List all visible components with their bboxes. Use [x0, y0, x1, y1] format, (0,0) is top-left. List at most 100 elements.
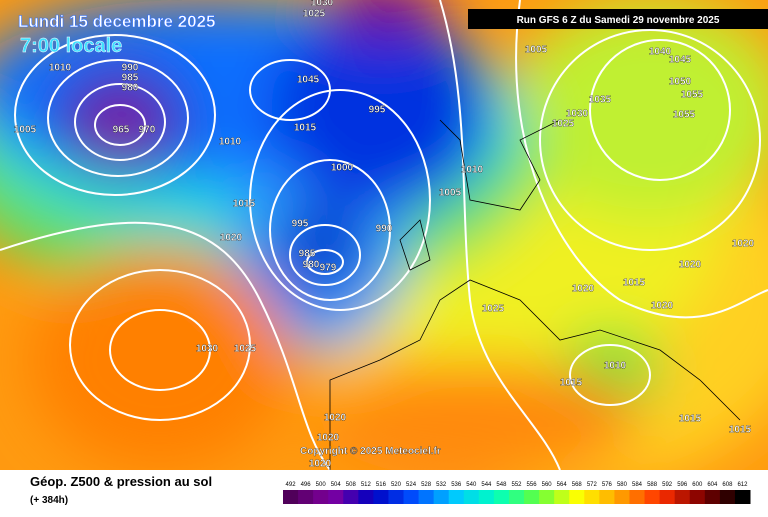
colorbar-label: 540 — [466, 482, 477, 488]
colorbar-label: 500 — [316, 482, 327, 488]
colorbar-label: 516 — [376, 482, 387, 488]
colorbar-label: 608 — [722, 482, 733, 488]
colorbar-label: 588 — [647, 482, 658, 488]
colorbar-cell — [418, 490, 435, 504]
colorbar-cell — [629, 490, 646, 504]
isobar-label: 1020 — [572, 284, 595, 295]
colorbar-cell — [539, 490, 555, 504]
isobar-label: 1030 — [566, 109, 589, 120]
isobar-label: 1025 — [482, 304, 505, 315]
colorbar-label: 504 — [331, 482, 342, 488]
isobar-label: 995 — [369, 105, 386, 116]
colorbar-cell — [493, 490, 510, 504]
colorbar-cell — [554, 490, 570, 504]
isobar-label: 1020 — [651, 301, 674, 312]
colorbar-cell — [343, 490, 359, 504]
isobar-lines — [0, 0, 768, 470]
colorbar-label: 604 — [707, 482, 718, 488]
isobar-label: 1045 — [297, 75, 320, 86]
isobar-label: 1030 — [196, 344, 219, 355]
colorbar-cell — [328, 490, 344, 504]
colorbar-label: 532 — [436, 482, 447, 488]
colorbar-label: 544 — [481, 482, 492, 488]
isobar-label: 1010 — [49, 63, 72, 74]
colorbar-cell — [298, 490, 314, 504]
colorbar-label: 596 — [677, 482, 688, 488]
colorbar-label: 580 — [617, 482, 628, 488]
product-title: Géop. Z500 & pression au sol — [30, 474, 212, 489]
isobar-label: 1020 — [309, 459, 332, 470]
isobar-label: 1020 — [317, 433, 340, 444]
run-box — [468, 9, 768, 29]
colorbar-label: 528 — [421, 482, 432, 488]
colorbar-cell — [524, 490, 540, 504]
colorbar-label: 568 — [572, 482, 583, 488]
isobar-label: 1015 — [294, 123, 317, 134]
colorbar-label: 492 — [286, 482, 297, 488]
colorbar-cell — [313, 490, 329, 504]
colorbar-label: 508 — [346, 482, 357, 488]
colorbar-cell — [719, 490, 736, 504]
colorbar-label: 552 — [511, 482, 522, 488]
isobar-label: 1055 — [681, 90, 704, 101]
isobar-label: 990 — [376, 224, 393, 235]
isobar-label: 1020 — [732, 239, 755, 250]
colorbar-label: 576 — [602, 482, 613, 488]
isobar-label: 1020 — [679, 260, 702, 271]
copyright: Copyright © 2025 Meteociel.fr — [300, 446, 441, 457]
isobar-label: 1015 — [560, 378, 583, 389]
isobar-label: 1025 — [552, 119, 575, 130]
colorbar-label: 560 — [542, 482, 553, 488]
colorbar-cell — [644, 490, 661, 504]
isobar-label: 985 — [299, 249, 316, 260]
colorbar-cell — [659, 490, 676, 504]
isobar-label: 1025 — [303, 9, 326, 20]
colorbar-cell — [373, 490, 389, 504]
colorbar-cell — [599, 490, 615, 504]
colorbar-label: 584 — [632, 482, 643, 488]
colorbar-cell — [358, 490, 374, 504]
colorbar-label: 564 — [557, 482, 568, 488]
colorbar-cell — [388, 490, 405, 504]
isobar-label: 1005 — [14, 125, 37, 136]
colorbar-cell — [614, 490, 630, 504]
map-field — [0, 0, 768, 470]
lead-time: (+ 384h) — [30, 495, 68, 506]
isobar-label: 1015 — [623, 278, 646, 289]
isobar-label: 1015 — [729, 425, 752, 436]
isobar-label: 970 — [139, 125, 156, 136]
isobar-label: 1005 — [525, 45, 548, 56]
colorbar-label: 592 — [662, 482, 673, 488]
colorbar-cell — [508, 490, 525, 504]
colorbar-cell — [403, 490, 420, 504]
isobar-label: 965 — [113, 125, 130, 136]
isobar-label: 1010 — [219, 137, 242, 148]
colorbar-label: 496 — [301, 482, 312, 488]
colorbar-label: 612 — [737, 482, 748, 488]
forecast-date: Lundi 15 decembre 2025 — [18, 12, 215, 31]
colorbar-label: 536 — [451, 482, 462, 488]
isobar-label: 1010 — [604, 361, 627, 372]
colorbar: 492 496 500 504 508 512 516 520 524 528 532 536 540 5… — [283, 482, 751, 504]
isobar-label: 1035 — [589, 95, 612, 106]
colorbar-cell — [478, 490, 495, 504]
colorbar-cell — [674, 490, 691, 504]
isobar-label: 985 — [122, 73, 139, 84]
isobar-label: 1040 — [649, 47, 672, 58]
colorbar-cell — [463, 490, 480, 504]
colorbar-label: 520 — [391, 482, 402, 488]
isobar-label: 1020 — [324, 413, 347, 424]
isobar-label: 1015 — [679, 414, 702, 425]
isobar-label: 1045 — [669, 55, 692, 66]
isobar-label: 1010 — [461, 165, 484, 176]
colorbar-cell — [704, 490, 721, 504]
run-info: Run GFS 6 Z du Samedi 29 novembre 2025 — [517, 15, 720, 26]
colorbar-label: 572 — [587, 482, 598, 488]
isobar-label: 1005 — [439, 188, 462, 199]
colorbar-cell — [689, 490, 706, 504]
colorbar-label: 512 — [361, 482, 372, 488]
colorbar-cell — [569, 490, 585, 504]
colorbar-cell — [433, 490, 450, 504]
isobar-label: 990 — [122, 63, 139, 74]
